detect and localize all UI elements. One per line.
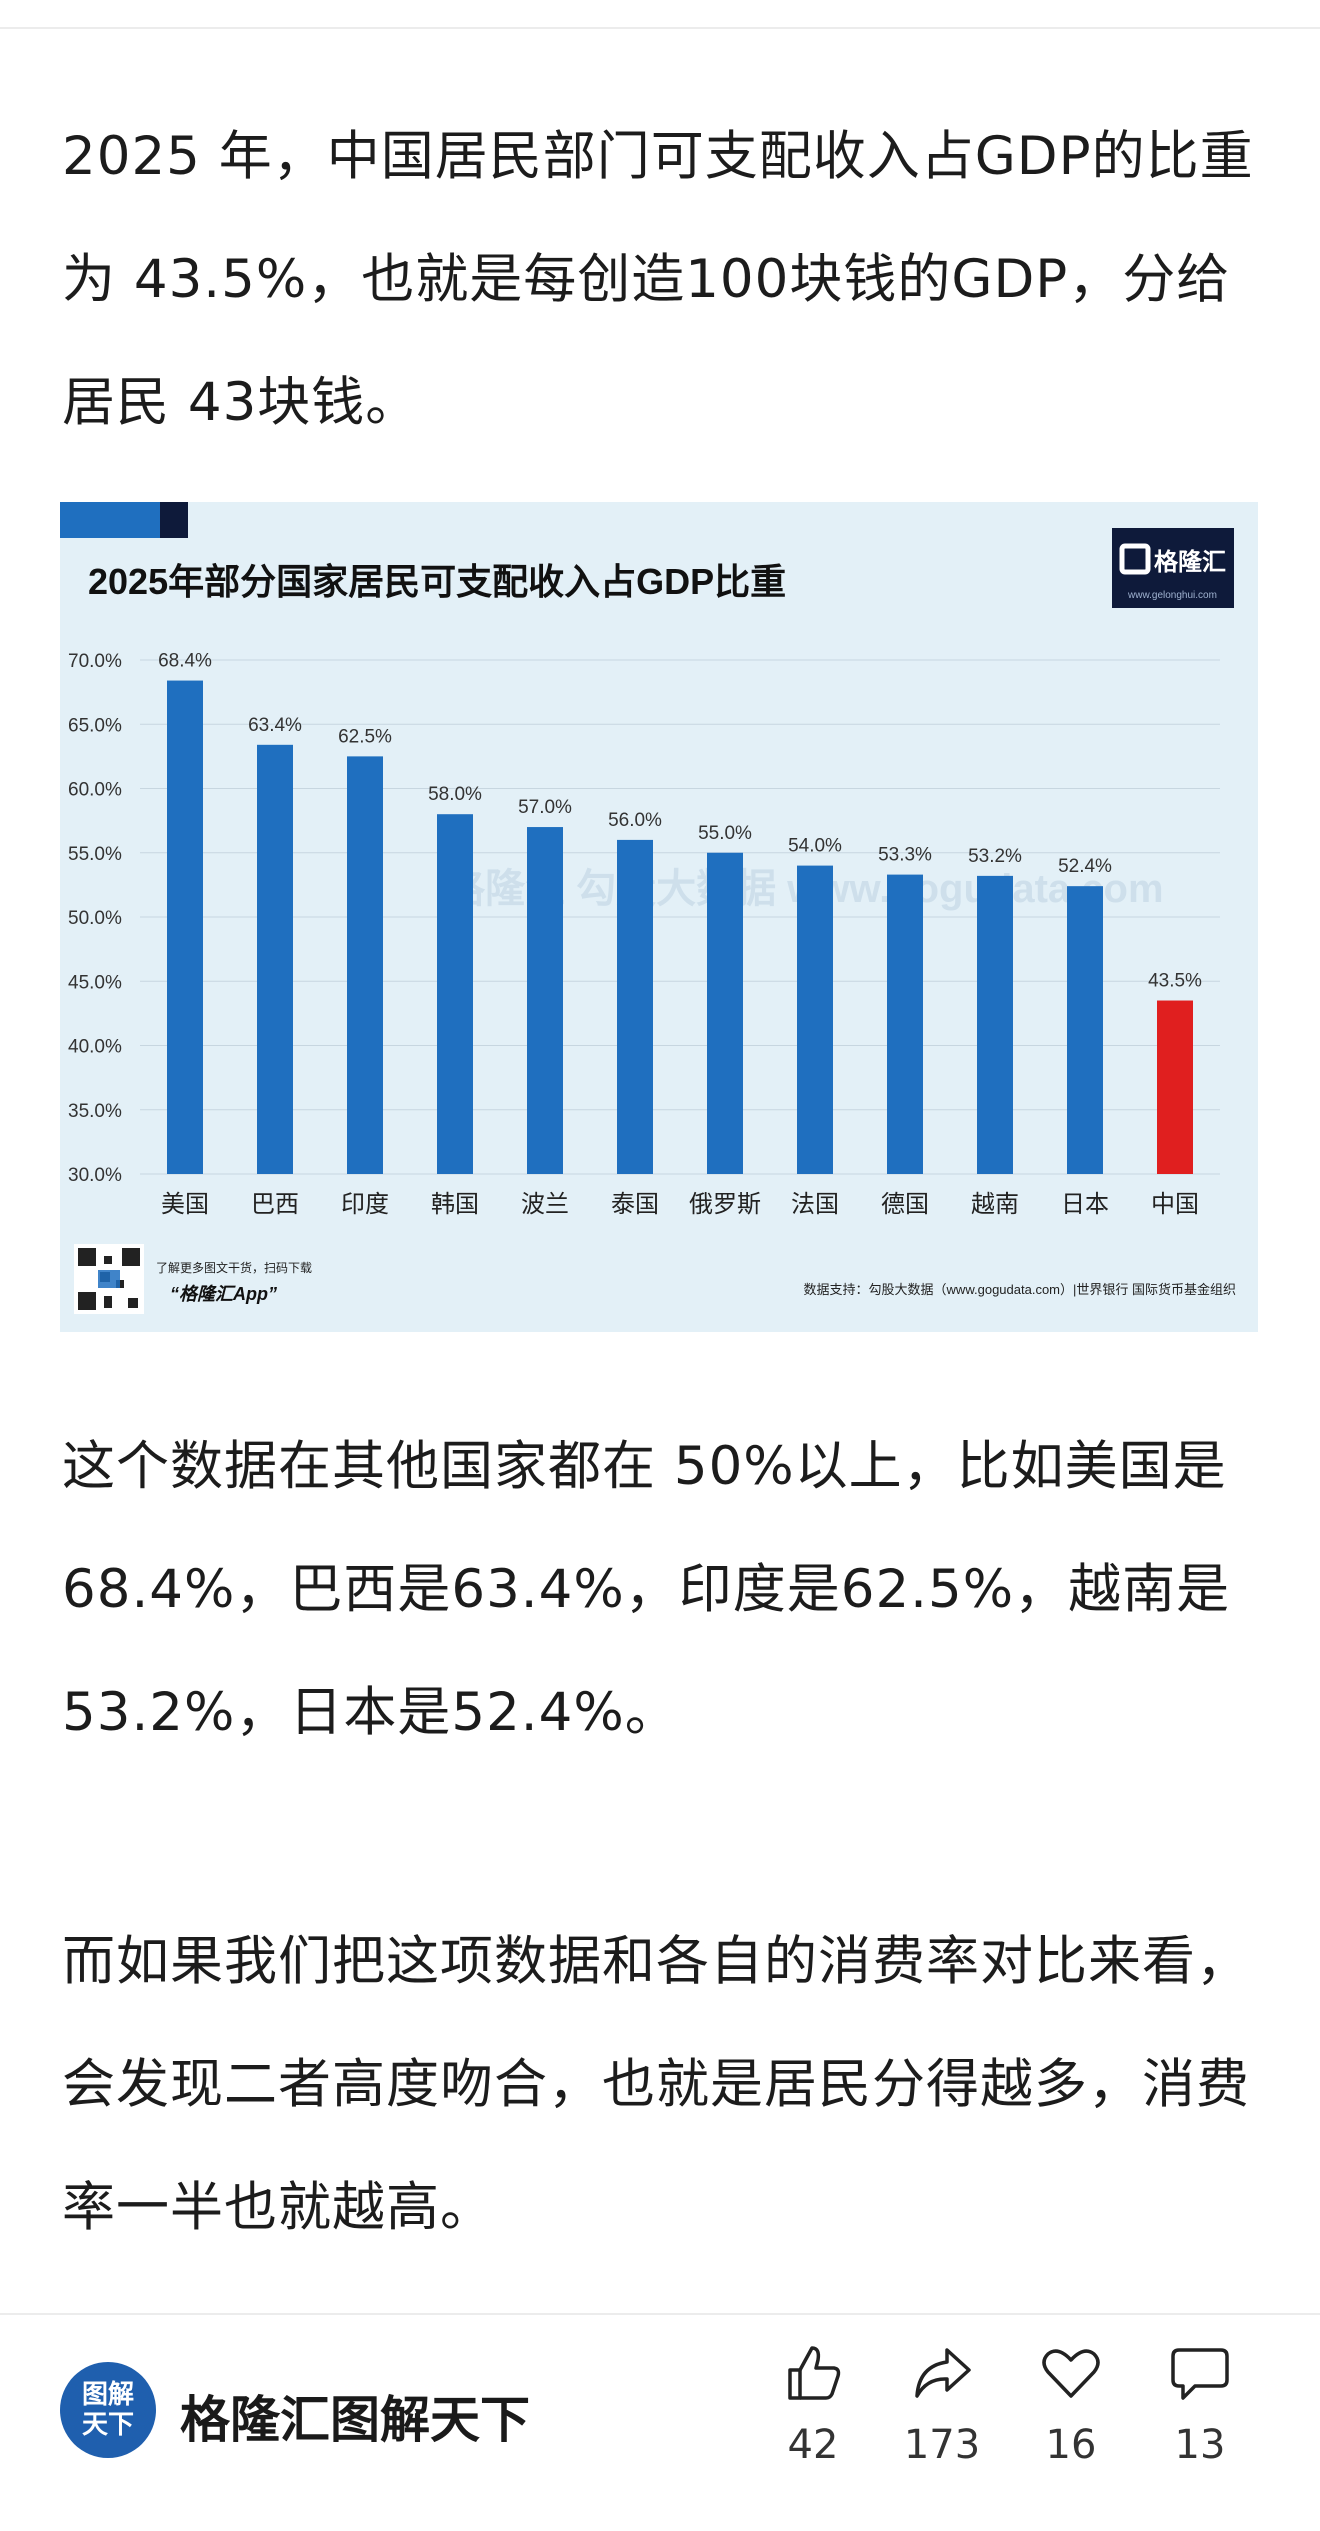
- bar: [887, 874, 923, 1174]
- bar: [437, 814, 473, 1174]
- y-tick-label: 60.0%: [68, 780, 122, 801]
- y-tick-label: 45.0%: [68, 972, 122, 993]
- footer-divider: [0, 2313, 1320, 2315]
- x-tick-label: 波兰: [521, 1191, 569, 1218]
- article-paragraph-2: 这个数据在其他国家都在 50%以上，比如美国是 68.4%，巴西是63.4%，印…: [62, 1436, 1231, 1743]
- bar: [257, 744, 293, 1174]
- accent-bar-blue: [60, 502, 160, 538]
- data-label: 62.5%: [338, 726, 392, 747]
- data-label: 53.3%: [878, 845, 932, 866]
- x-tick-label: 中国: [1151, 1191, 1199, 1218]
- comment-count: 13: [1174, 2422, 1226, 2468]
- y-tick-label: 40.0%: [68, 1037, 122, 1058]
- data-label: 43.5%: [1148, 971, 1202, 992]
- chart-title: 2025年部分国家居民可支配收入占GDP比重: [88, 561, 786, 602]
- share-button[interactable]: 173: [887, 2342, 997, 2468]
- bar: [347, 756, 383, 1174]
- x-tick-label: 日本: [1061, 1191, 1109, 1218]
- comment-button[interactable]: 13: [1145, 2342, 1255, 2468]
- bar: [1067, 886, 1103, 1174]
- favorite-count: 16: [1045, 2422, 1097, 2468]
- data-label: 57.0%: [518, 797, 572, 818]
- gelonghui-logo: 格隆汇 www.gelonghui.com: [1112, 528, 1234, 608]
- bar: [167, 680, 203, 1174]
- bar: [797, 865, 833, 1174]
- qr-code-icon: [74, 1244, 144, 1314]
- top-divider: [0, 27, 1320, 29]
- accent-bar-dark: [160, 502, 188, 538]
- y-tick-label: 55.0%: [68, 844, 122, 865]
- qr-app-name: “格隆汇App”: [170, 1284, 277, 1304]
- thumbs-up-icon: [788, 2346, 841, 2400]
- avatar-text: 图解天下: [81, 2380, 134, 2440]
- bar: [707, 852, 743, 1174]
- share-count: 173: [903, 2422, 981, 2468]
- bar: [617, 839, 653, 1174]
- bar-chart: 2025年部分国家居民可支配收入占GDP比重 格隆汇 www.gelonghui…: [60, 502, 1236, 1314]
- bar: [977, 875, 1013, 1174]
- x-tick-label: 美国: [161, 1191, 209, 1218]
- chart-image[interactable]: 2025年部分国家居民可支配收入占GDP比重 格隆汇 www.gelonghui…: [60, 502, 1258, 1332]
- data-label: 54.0%: [788, 836, 842, 857]
- data-label: 52.4%: [1058, 856, 1112, 877]
- x-tick-label: 印度: [341, 1191, 389, 1218]
- article-paragraph-3: 而如果我们把这项数据和各自的消费率对比来看，会发现二者高度吻合，也就是居民分得越…: [62, 1931, 1250, 2238]
- y-tick-label: 70.0%: [68, 651, 122, 672]
- heart-icon: [1042, 2349, 1100, 2398]
- favorite-button[interactable]: 16: [1016, 2342, 1126, 2468]
- y-tick-label: 35.0%: [68, 1101, 122, 1122]
- y-tick-label: 50.0%: [68, 908, 122, 929]
- like-button[interactable]: 42: [758, 2342, 868, 2468]
- logo-text: 格隆汇: [1154, 548, 1226, 576]
- bar: [1157, 1000, 1193, 1174]
- x-tick-label: 泰国: [611, 1191, 659, 1218]
- bar: [527, 827, 563, 1174]
- x-tick-label: 俄罗斯: [689, 1191, 761, 1218]
- chart-source: 数据支持：勾股大数据（www.gogudata.com）|世界银行 国际货币基金…: [804, 1282, 1236, 1297]
- qr-caption: 了解更多图文干货，扫码下载: [156, 1260, 312, 1275]
- x-tick-label: 韩国: [431, 1191, 479, 1218]
- y-tick-label: 65.0%: [68, 715, 122, 736]
- data-label: 58.0%: [428, 784, 482, 805]
- data-label: 68.4%: [158, 651, 212, 672]
- like-count: 42: [787, 2422, 839, 2468]
- data-label: 56.0%: [608, 810, 662, 831]
- x-tick-label: 法国: [791, 1191, 839, 1218]
- data-label: 55.0%: [698, 823, 752, 844]
- data-label: 63.4%: [248, 715, 302, 736]
- avatar[interactable]: 图解天下: [60, 2362, 156, 2458]
- x-tick-label: 巴西: [251, 1191, 299, 1218]
- x-tick-label: 德国: [881, 1191, 929, 1218]
- share-icon: [915, 2348, 971, 2398]
- logo-url: www.gelonghui.com: [1127, 590, 1217, 601]
- data-label: 53.2%: [968, 846, 1022, 867]
- comment-icon: [1171, 2348, 1229, 2400]
- x-tick-label: 越南: [971, 1191, 1019, 1218]
- article-paragraph-1: 2025 年，中国居民部门可支配收入占GDP的比重为 43.5%，也就是每创造1…: [62, 126, 1254, 433]
- author-name[interactable]: 格隆汇图解天下: [180, 2391, 530, 2449]
- y-tick-label: 30.0%: [68, 1165, 122, 1186]
